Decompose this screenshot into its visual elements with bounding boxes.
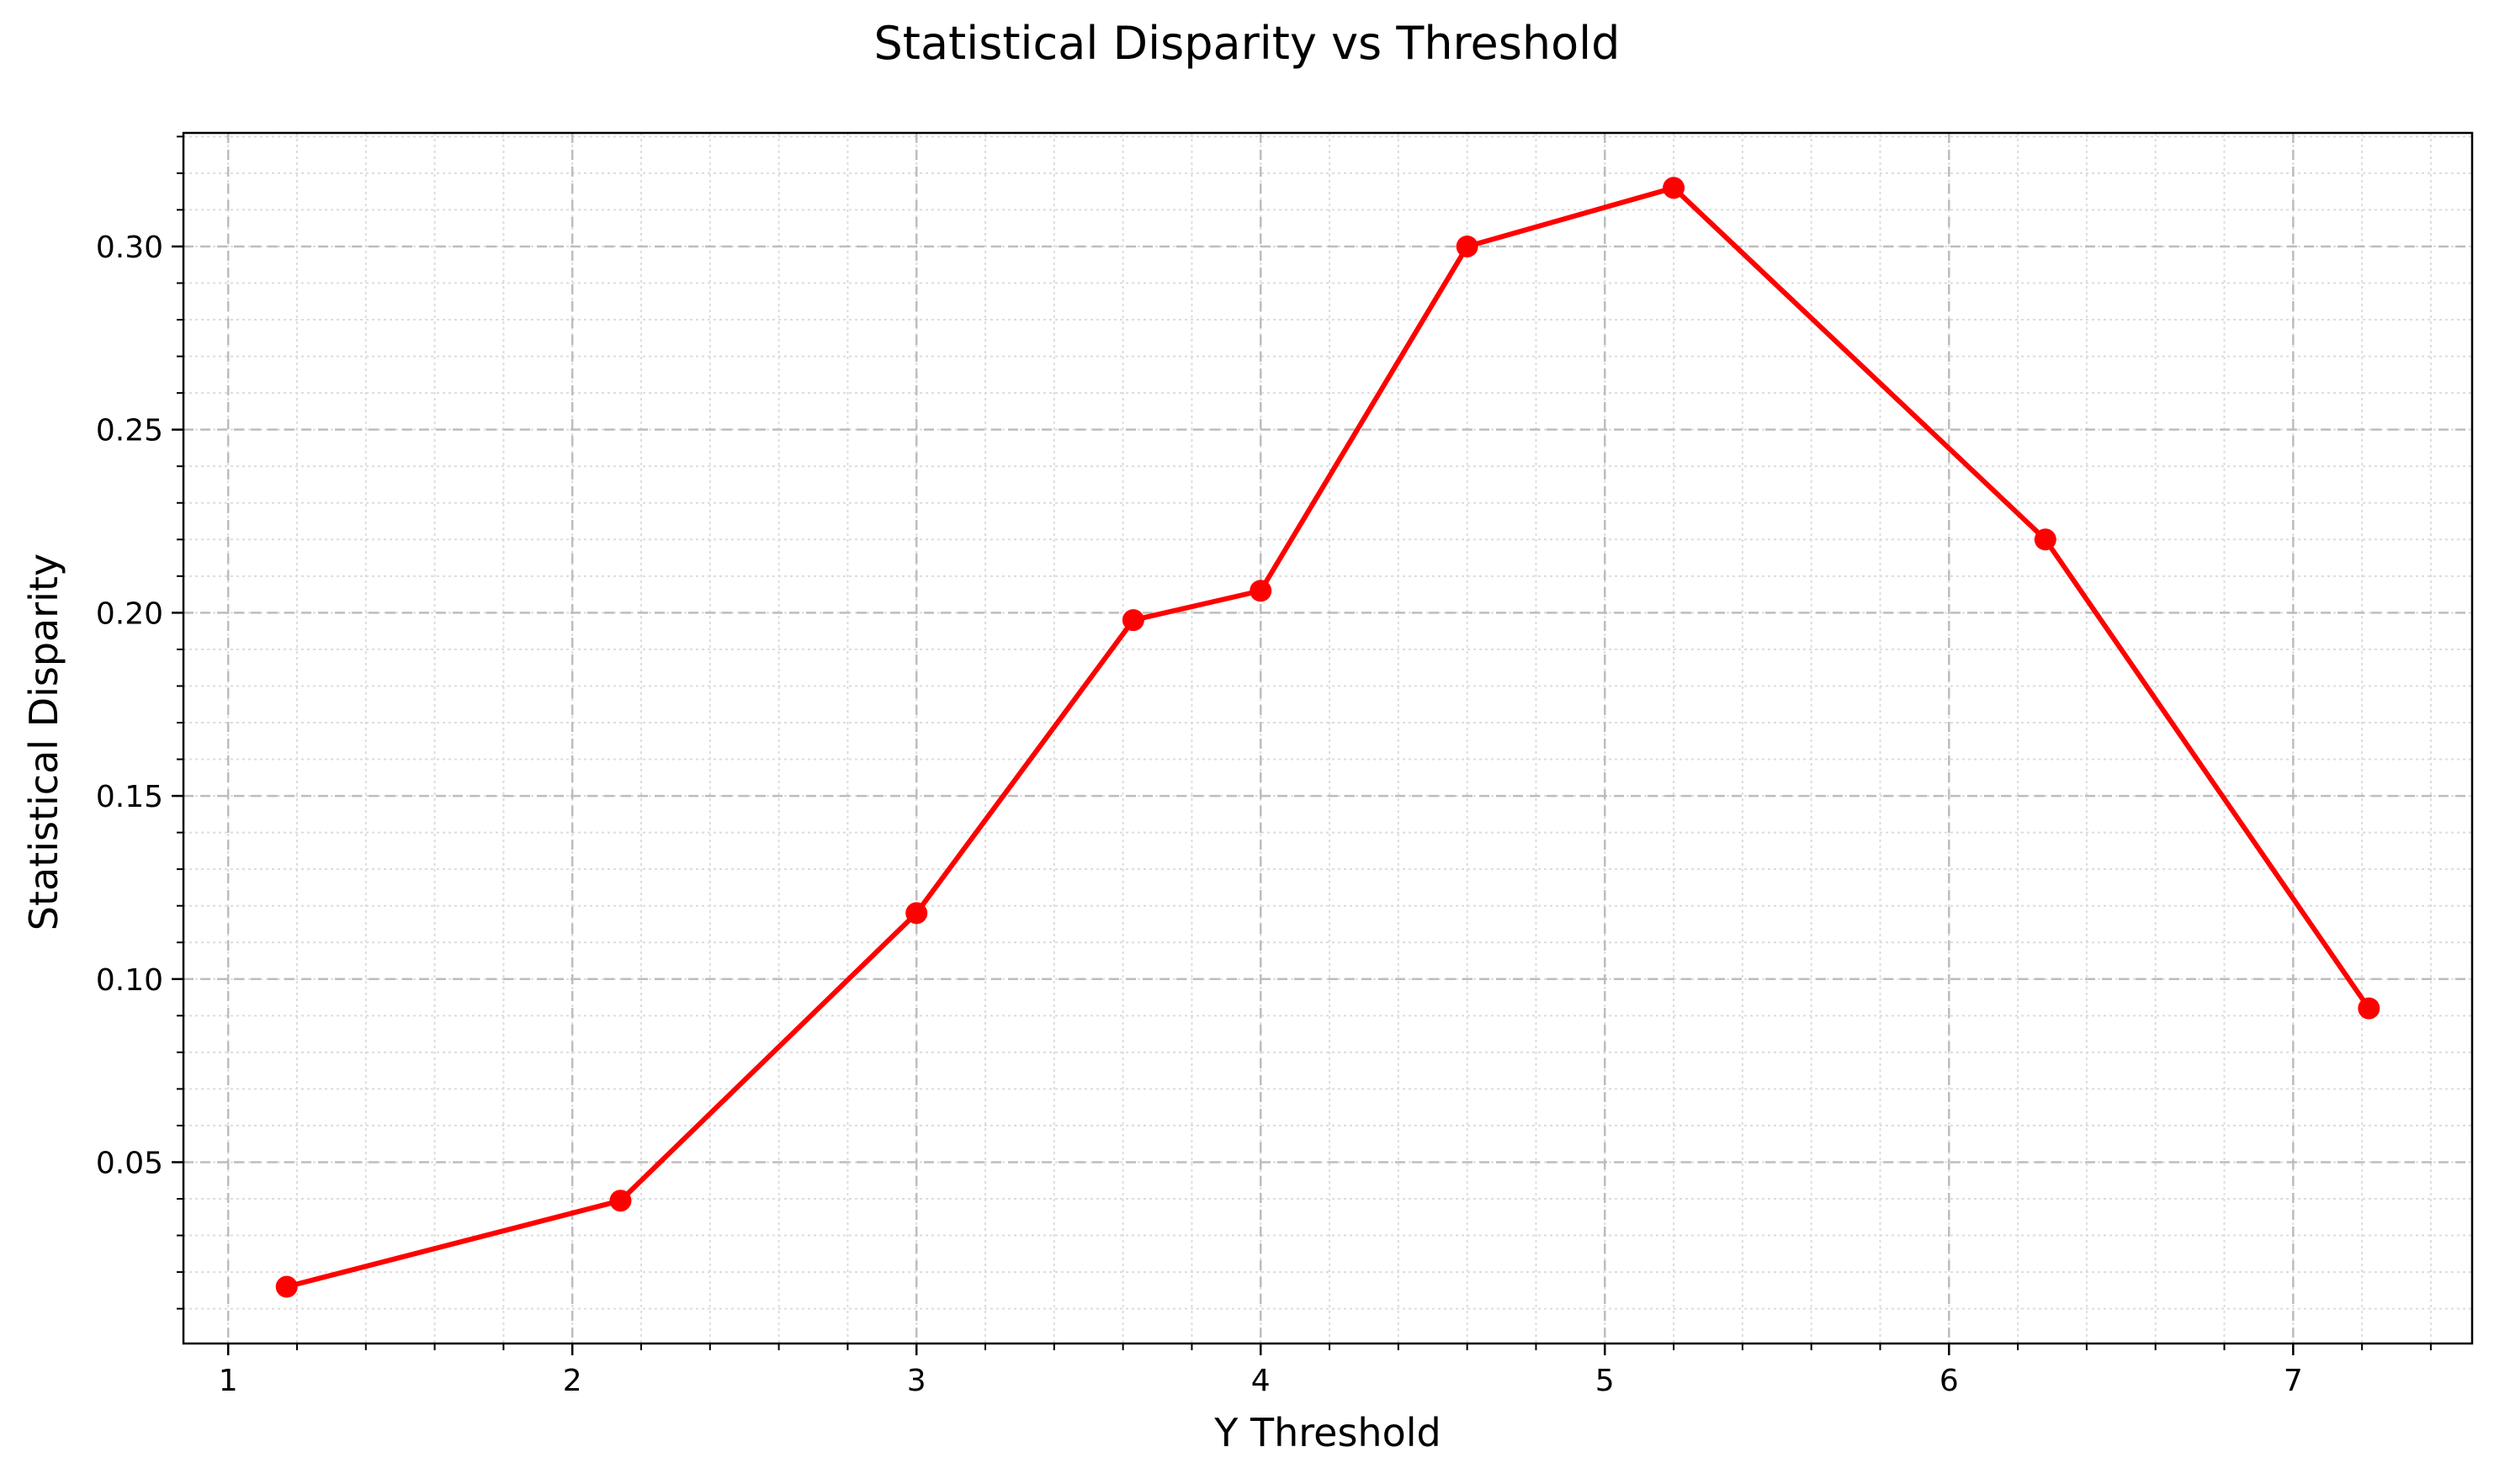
y-tick-label: 0.20 [96,596,163,631]
data-point [609,1190,632,1212]
y-tick-label: 0.15 [96,780,163,814]
data-point [905,902,928,925]
x-tick-label: 3 [907,1364,926,1398]
x-tick-label: 7 [2284,1364,2303,1398]
major-grid [183,133,2472,1344]
x-tick-label: 2 [563,1364,582,1398]
y-tick-label: 0.25 [96,414,163,448]
x-tick-label: 5 [1595,1364,1615,1398]
axis-ticks: 1 2 3 4 5 6 7 0.05 0.10 0.15 0.20 0.25 0.30 [96,135,2432,1398]
data-point [1456,235,1478,257]
y-tick-label: 0.30 [96,231,163,265]
series-line [285,185,2371,1290]
axes-frame [182,131,2474,1345]
x-tick-label: 6 [1939,1364,1959,1398]
y-tick-label: 0.05 [96,1146,163,1180]
y-axis-label: Statistical Disparity [21,553,66,931]
series-group [275,177,2380,1298]
data-point [1122,609,1144,632]
data-point [1250,580,1272,602]
y-tick-label: 0.10 [96,963,163,998]
x-axis-label: Y Threshold [1214,1410,1441,1455]
minor-grid [183,133,2472,1344]
chart-title: Statistical Disparity vs Threshold [873,17,1621,70]
x-tick-label: 4 [1251,1364,1271,1398]
plot-frame [182,131,2474,1345]
data-point [2358,997,2380,1020]
x-tick-label: 1 [219,1364,238,1398]
data-point [1663,177,1685,199]
data-point [275,1275,298,1298]
data-point [2034,528,2056,551]
